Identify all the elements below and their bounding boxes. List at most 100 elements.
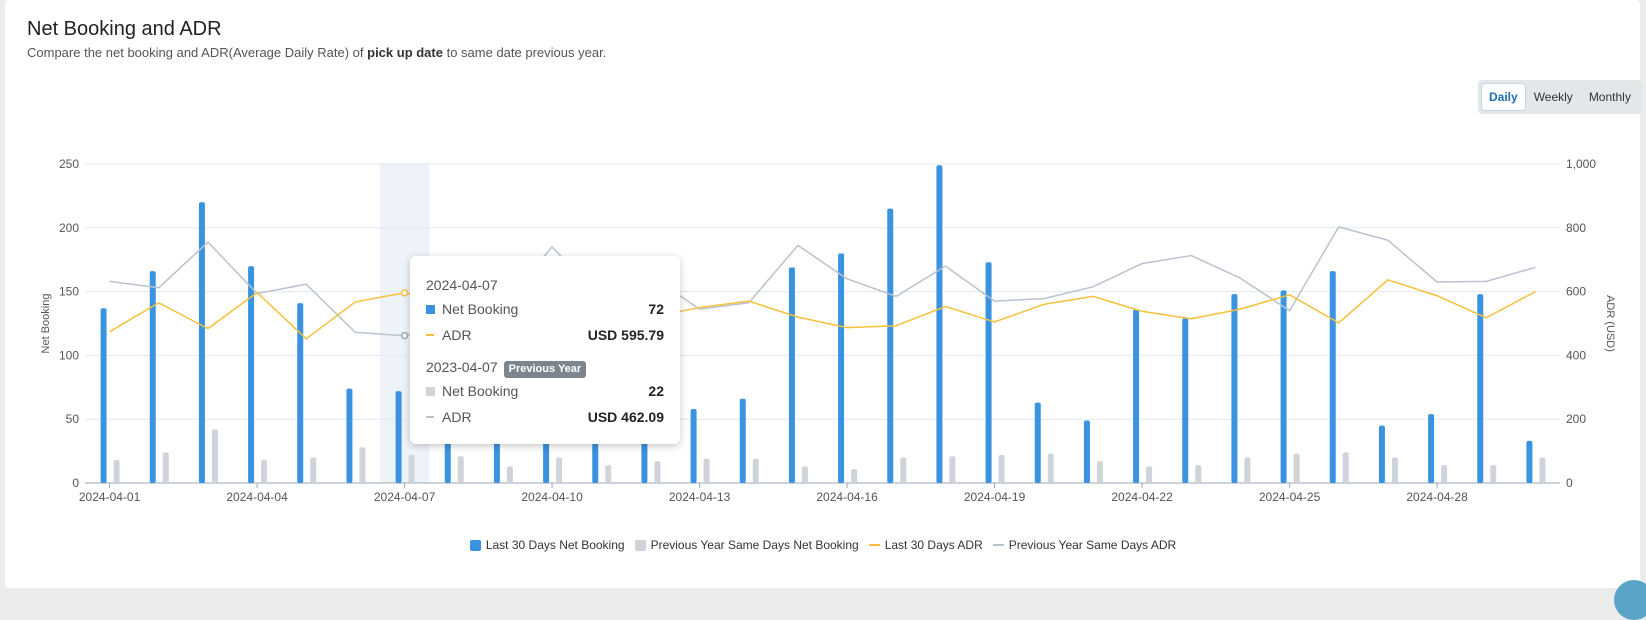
bar-previous-net-booking	[654, 461, 661, 483]
bar-previous-net-booking	[1441, 465, 1448, 483]
bar-previous-net-booking	[1342, 452, 1349, 483]
bar-current-net-booking	[985, 262, 992, 483]
y-tick-label: 200	[59, 221, 79, 235]
bar-previous-net-booking	[1293, 453, 1300, 483]
bar-current-net-booking	[788, 267, 795, 483]
subtitle-text-end: to same date previous year.	[442, 45, 607, 60]
y2-tick-label: 200	[1566, 412, 1586, 426]
y2-tick-label: 600	[1566, 285, 1586, 299]
daily-button[interactable]: Daily	[1481, 83, 1526, 111]
bar-previous-net-booking	[457, 456, 464, 483]
y-tick-label: 100	[59, 348, 79, 362]
bar-previous-net-booking	[1047, 453, 1054, 483]
bar-previous-net-booking	[359, 447, 366, 483]
bar-current-net-booking	[149, 271, 156, 483]
legend-label: Last 30 Days ADR	[884, 538, 983, 552]
bar-previous-net-booking	[408, 454, 415, 483]
legend-label: Previous Year Same Days ADR	[1008, 538, 1177, 552]
tooltip-label: Net Booking	[442, 301, 519, 317]
bar-current-net-booking	[1182, 318, 1189, 483]
previous-line-swatch-icon	[426, 416, 434, 418]
chart-tooltip: 2024-04-07 Net Booking 72 ADR USD 595.79…	[410, 256, 680, 444]
x-tick-label: 2024-04-01	[79, 490, 141, 504]
tooltip-value: 72	[648, 301, 664, 317]
tooltip-row-adr: ADR USD 595.79	[426, 322, 664, 348]
subtitle-text-start: Compare the net booking and ADR(Average …	[27, 45, 368, 60]
x-tick-label: 2024-04-25	[1259, 490, 1321, 504]
current-bar-swatch-icon	[426, 304, 435, 314]
legend-swatch-icon	[992, 544, 1004, 546]
bar-current-net-booking	[1231, 294, 1238, 483]
help-fab-button[interactable]	[1614, 580, 1646, 620]
previous-bar-swatch-icon	[426, 386, 435, 396]
x-tick-label: 2024-04-16	[816, 490, 878, 504]
bar-current-net-booking	[395, 391, 402, 483]
chart-card	[5, 0, 1640, 588]
bar-previous-net-booking	[801, 466, 808, 483]
tooltip-previous-date-text: 2023-04-07	[426, 359, 498, 375]
tooltip-value: USD 595.79	[587, 327, 664, 343]
bar-current-net-booking	[1034, 402, 1041, 483]
x-tick-label: 2024-04-22	[1111, 490, 1173, 504]
y-tick-label: 0	[72, 476, 79, 490]
x-tick-label: 2024-04-10	[521, 490, 583, 504]
bar-previous-net-booking	[211, 429, 218, 483]
subtitle-text-bold: pick up date	[367, 45, 443, 60]
y2-tick-label: 400	[1566, 348, 1586, 362]
period-toggle: Daily Weekly Monthly	[1478, 80, 1642, 114]
y-tick-label: 250	[59, 157, 79, 171]
current-line-swatch-icon	[426, 334, 434, 336]
legend-swatch-icon	[868, 544, 880, 546]
bar-current-net-booking	[1133, 309, 1140, 483]
tooltip-label: ADR	[442, 327, 472, 343]
page-title: Net Booking and ADR	[27, 18, 222, 40]
bar-current-net-booking	[1428, 414, 1435, 483]
x-tick-label: 2024-04-28	[1406, 490, 1468, 504]
legend-label: Last 30 Days Net Booking	[485, 538, 625, 552]
bar-previous-net-booking	[1490, 465, 1497, 483]
bar-current-net-booking	[100, 308, 107, 483]
net-booking-adr-chart[interactable]: 0 50 100 150 200 250 0 200 400 600 800 1,000 Net Boo…	[0, 0, 1646, 593]
hover-marker-current-adr	[400, 289, 409, 297]
bar-previous-net-booking	[1096, 461, 1103, 483]
y2-tick-label: 800	[1566, 221, 1586, 235]
tooltip-previous-date: 2023-04-07 Previous Year	[426, 356, 664, 378]
bar-previous-net-booking	[310, 457, 317, 483]
legend-item-current-bookings[interactable]: Last 30 Days Net Booking	[469, 538, 625, 552]
line-previous-adr	[109, 226, 1536, 337]
bar-previous-net-booking	[1195, 465, 1202, 483]
bar-previous-net-booking	[998, 454, 1005, 483]
bar-previous-net-booking	[506, 466, 513, 483]
tooltip-value: 22	[648, 383, 664, 399]
bar-current-net-booking	[690, 408, 697, 483]
bar-current-net-booking	[1280, 290, 1287, 483]
tooltip-label: Net Booking	[442, 383, 519, 399]
bar-current-net-booking	[1083, 420, 1090, 483]
bar-previous-net-booking	[752, 458, 759, 483]
line-current-adr	[109, 279, 1536, 340]
bar-current-net-booking	[1477, 294, 1484, 483]
bar-current-net-booking	[936, 165, 943, 483]
legend-item-previous-adr[interactable]: Previous Year Same Days ADR	[992, 538, 1177, 552]
legend-item-current-adr[interactable]: Last 30 Days ADR	[868, 538, 983, 552]
bar-previous-net-booking	[703, 458, 710, 483]
y2-axis-title: ADR (USD)	[1604, 295, 1616, 352]
bar-current-net-booking	[887, 208, 894, 483]
tooltip-row-prev-adr: ADR USD 462.09	[426, 404, 664, 430]
legend-swatch-icon	[634, 539, 646, 551]
bar-previous-net-booking	[113, 460, 120, 483]
chart-legend: Last 30 Days Net Booking Previous Year S…	[0, 538, 1646, 552]
bar-previous-net-booking	[261, 460, 268, 483]
tooltip-value: USD 462.09	[587, 409, 664, 425]
x-tick-label: 2024-04-07	[374, 490, 436, 504]
bar-previous-net-booking	[1244, 457, 1251, 483]
weekly-button[interactable]: Weekly	[1526, 83, 1581, 111]
legend-item-previous-bookings[interactable]: Previous Year Same Days Net Booking	[634, 538, 859, 552]
monthly-button[interactable]: Monthly	[1581, 83, 1639, 111]
bar-current-net-booking	[1526, 440, 1533, 483]
x-tick-label: 2024-04-19	[964, 490, 1026, 504]
bar-previous-net-booking	[949, 456, 956, 483]
bar-current-net-booking	[838, 253, 845, 483]
x-tick-label: 2024-04-04	[226, 490, 288, 504]
bar-previous-net-booking	[900, 457, 907, 483]
